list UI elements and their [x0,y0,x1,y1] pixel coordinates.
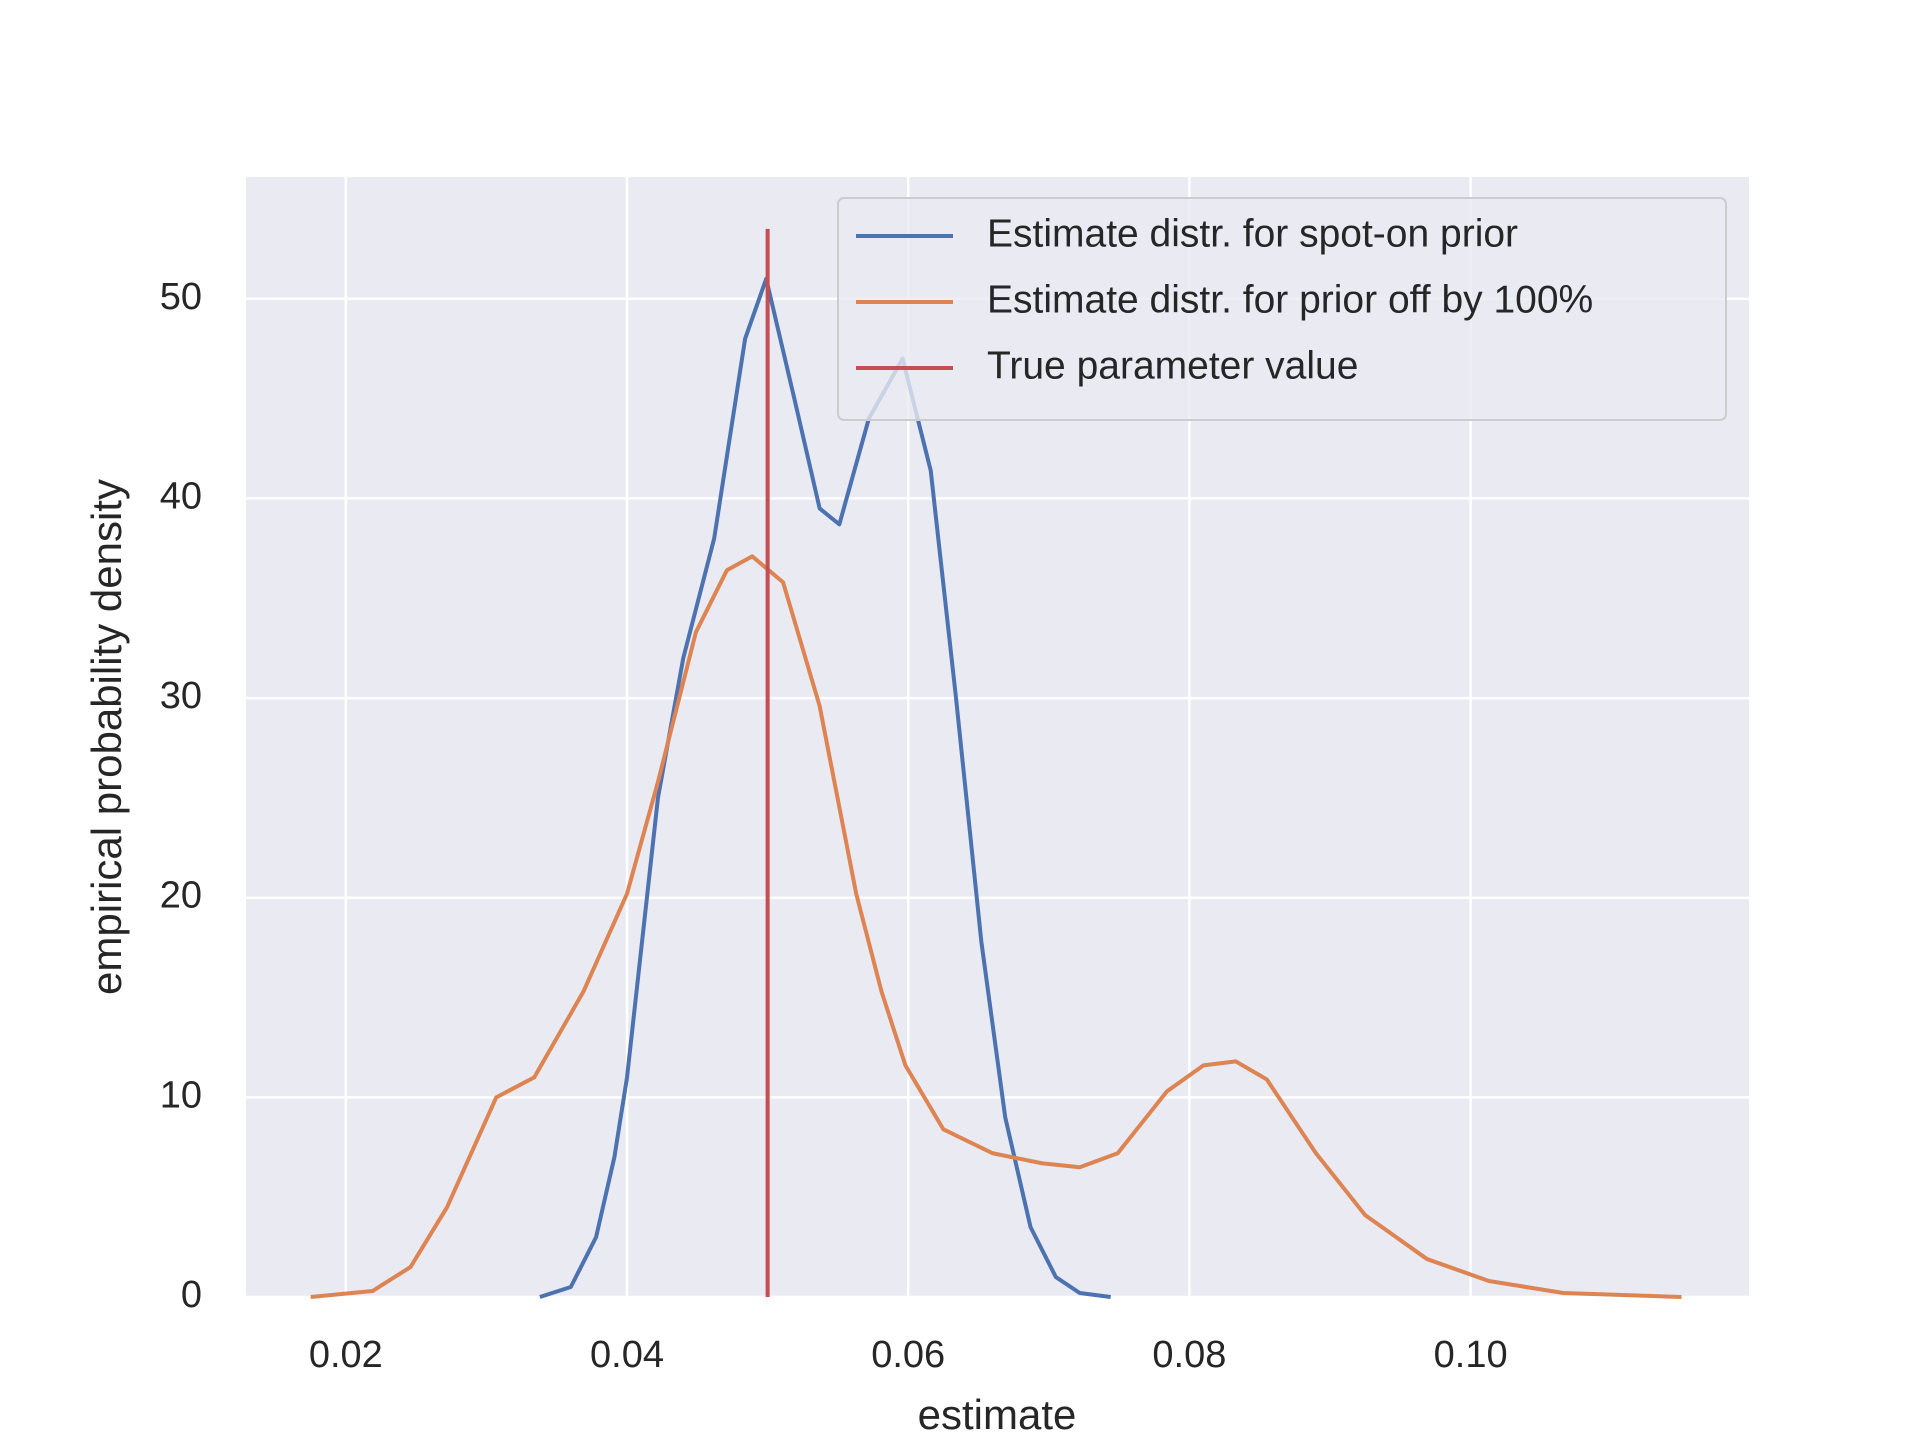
y-tick-label: 30 [160,675,202,717]
legend-label: Estimate distr. for prior off by 100% [987,278,1593,321]
legend-label: Estimate distr. for spot-on prior [987,212,1518,255]
y-tick-label: 40 [160,475,202,517]
x-tick-label: 0.10 [1434,1334,1508,1376]
legend: Estimate distr. for spot-on prior Estimat… [837,197,1727,421]
y-tick-label: 10 [160,1074,202,1116]
legend-box [837,197,1727,421]
y-axis-label: empirical probability density [83,479,130,995]
x-tick-label: 0.04 [590,1334,664,1376]
legend-label: True parameter value [987,344,1358,387]
y-tick-label: 0 [181,1274,202,1316]
series-line [539,276,1111,1299]
series-line [310,554,1682,1299]
x-tick-label: 0.08 [1152,1334,1226,1376]
y-tick-label: 20 [160,875,202,917]
x-tick-label: 0.06 [871,1334,945,1376]
y-tick-label: 50 [160,276,202,318]
x-tick-label: 0.02 [309,1334,383,1376]
x-axis-label: estimate [918,1391,1077,1438]
marks [310,228,1682,1299]
